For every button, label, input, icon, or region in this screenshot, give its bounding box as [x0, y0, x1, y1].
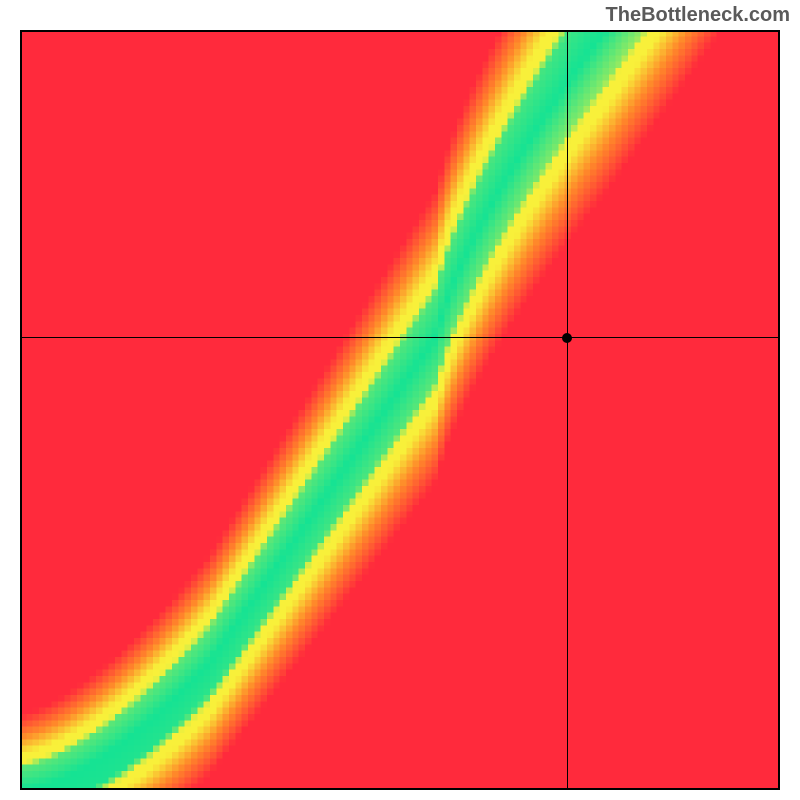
plot-frame — [20, 30, 780, 790]
crosshair-dot — [562, 333, 572, 343]
crosshair-horizontal — [20, 337, 780, 338]
attribution-label: TheBottleneck.com — [606, 4, 790, 27]
crosshair-vertical — [567, 30, 568, 790]
chart-container: TheBottleneck.com — [0, 0, 800, 800]
